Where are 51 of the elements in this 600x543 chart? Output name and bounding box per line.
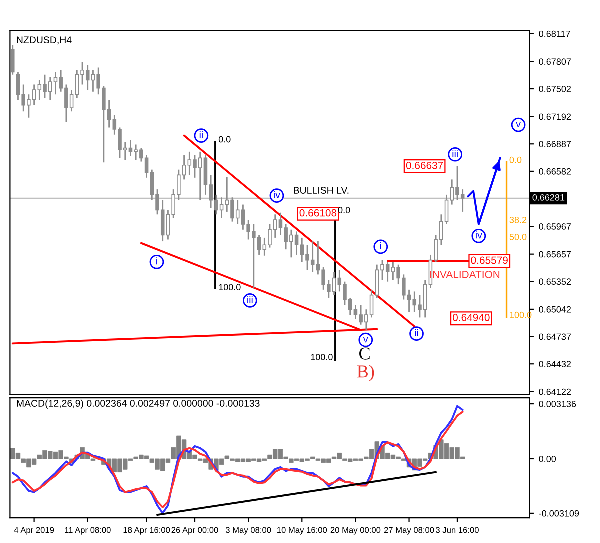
annotation: 0.66108	[300, 209, 337, 217]
y-tick-label: 0.64122	[539, 388, 572, 396]
y-tick-label: 0.65352	[539, 278, 572, 286]
annotation: ii	[200, 131, 203, 138]
annotation: iii	[248, 296, 253, 304]
annotation: 0.64940	[452, 314, 490, 322]
x-tick-label: 10 May 16:00	[278, 527, 328, 535]
ref-line-label: 0.66281	[532, 194, 565, 201]
y-tick-label: 0.67807	[539, 58, 572, 66]
annotation: 100.0	[219, 284, 241, 291]
annotation: 0.65579	[471, 256, 508, 264]
y-tick-label: 0.66887	[539, 141, 572, 148]
y-tick-label: 0.00	[539, 456, 556, 462]
annotation: i	[380, 242, 382, 250]
x-tick-label: 27 May 08:00	[384, 527, 434, 535]
annotation: C	[360, 348, 370, 360]
text: NZDUSD,H4	[17, 36, 72, 45]
annotation: ii	[415, 329, 418, 336]
y-tick-label: 0.68117	[539, 30, 570, 38]
x-tick-label: 26 Apr 00:00	[172, 527, 218, 535]
y-tick-label: 0.66582	[539, 168, 572, 175]
y-tick-label: 0.65042	[539, 306, 572, 313]
y-tick-label: -0.003109	[539, 510, 580, 517]
annotation: iv	[274, 191, 280, 198]
annotation: v	[516, 122, 521, 128]
y-tick-label: 0.003136	[539, 401, 576, 408]
annotation: 50.0	[510, 234, 527, 240]
annotation: 0.0	[218, 136, 231, 143]
x-tick-label: 3 May 08:00	[226, 527, 272, 535]
annotation: i	[156, 258, 158, 265]
annotation: BULLISH LV.	[294, 187, 349, 194]
annotation: iv	[476, 232, 482, 239]
annotation: v	[363, 337, 368, 343]
x-tick-label: 3 Jun 16:00	[436, 527, 479, 534]
x-tick-label: 18 Apr 16:00	[124, 527, 170, 535]
chart-title: MACD(12,26,9) 0.002364 0.002497 0.000000 -0.000133	[17, 400, 260, 409]
annotation: 0.66637	[406, 162, 444, 170]
y-tick-label: 0.65967	[539, 224, 572, 230]
y-tick-label: 0.64737	[539, 334, 572, 340]
x-tick-label: 20 May 00:00	[330, 527, 381, 535]
y-tick-label: 0.67502	[539, 86, 572, 92]
y-tick-label: 0.67192	[539, 114, 572, 120]
y-tick-label: 0.65657	[539, 251, 572, 258]
x-tick-label: 11 Apr 08:00	[65, 527, 111, 535]
annotation: 38.2	[510, 216, 527, 224]
x-tick-label: 4 Apr 2019	[14, 527, 54, 535]
annotation: B)	[357, 365, 374, 382]
annotation: 100.0	[311, 354, 333, 360]
y-tick-label: 0.64432	[539, 361, 572, 368]
annotation: 0.0	[510, 156, 522, 164]
annotation: iii	[452, 150, 458, 158]
